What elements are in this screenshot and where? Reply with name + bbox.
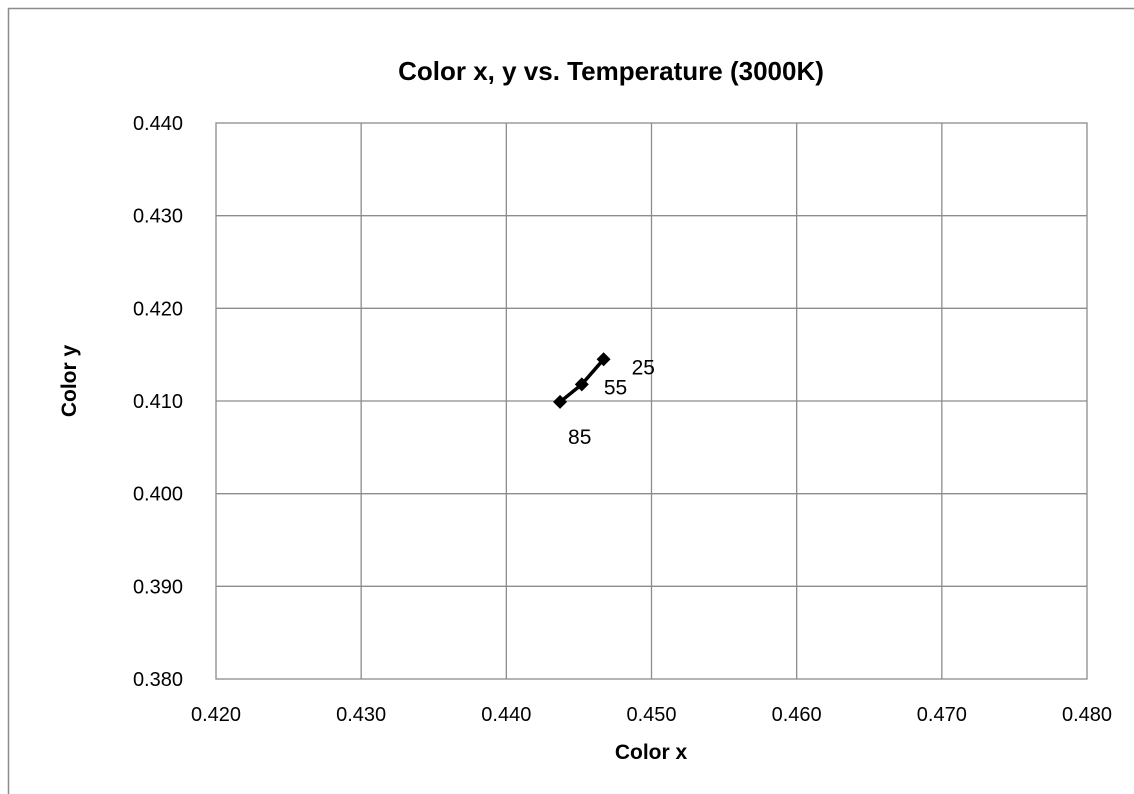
x-tick-label: 0.480	[1062, 704, 1112, 726]
x-tick-label: 0.420	[191, 704, 241, 726]
y-tick-label: 0.390	[133, 576, 183, 598]
data-label: 55	[604, 376, 627, 399]
x-tick-label: 0.470	[917, 704, 967, 726]
y-tick-label: 0.420	[133, 298, 183, 320]
y-tick-label: 0.410	[133, 391, 183, 413]
data-label: 25	[632, 356, 655, 379]
y-tick-label: 0.440	[133, 113, 183, 135]
data-point	[553, 394, 568, 409]
chart-title: Color x, y vs. Temperature (3000K)	[398, 56, 824, 86]
y-tick-label: 0.380	[133, 669, 183, 691]
data-point	[596, 352, 611, 367]
x-tick-label: 0.430	[336, 704, 386, 726]
series-markers	[553, 352, 611, 409]
plot-area	[215, 122, 1088, 680]
x-tick-label: 0.450	[626, 704, 676, 726]
y-tick-label: 0.430	[133, 206, 183, 228]
gridlines	[216, 123, 1087, 679]
x-tick-label: 0.440	[481, 704, 531, 726]
y-tick-label: 0.400	[133, 484, 183, 506]
y-axis-ticks: 0.380 0.390 0.400 0.410 0.420 0.430 0.440	[133, 113, 183, 691]
x-axis-label: Color x	[615, 741, 688, 764]
y-axis-label: Color y	[58, 345, 81, 418]
x-tick-label: 0.460	[772, 704, 822, 726]
data-label: 85	[568, 426, 591, 449]
x-axis-ticks: 0.420 0.430 0.440 0.450 0.460 0.470 0.480	[191, 704, 1112, 726]
data-point	[574, 377, 589, 392]
